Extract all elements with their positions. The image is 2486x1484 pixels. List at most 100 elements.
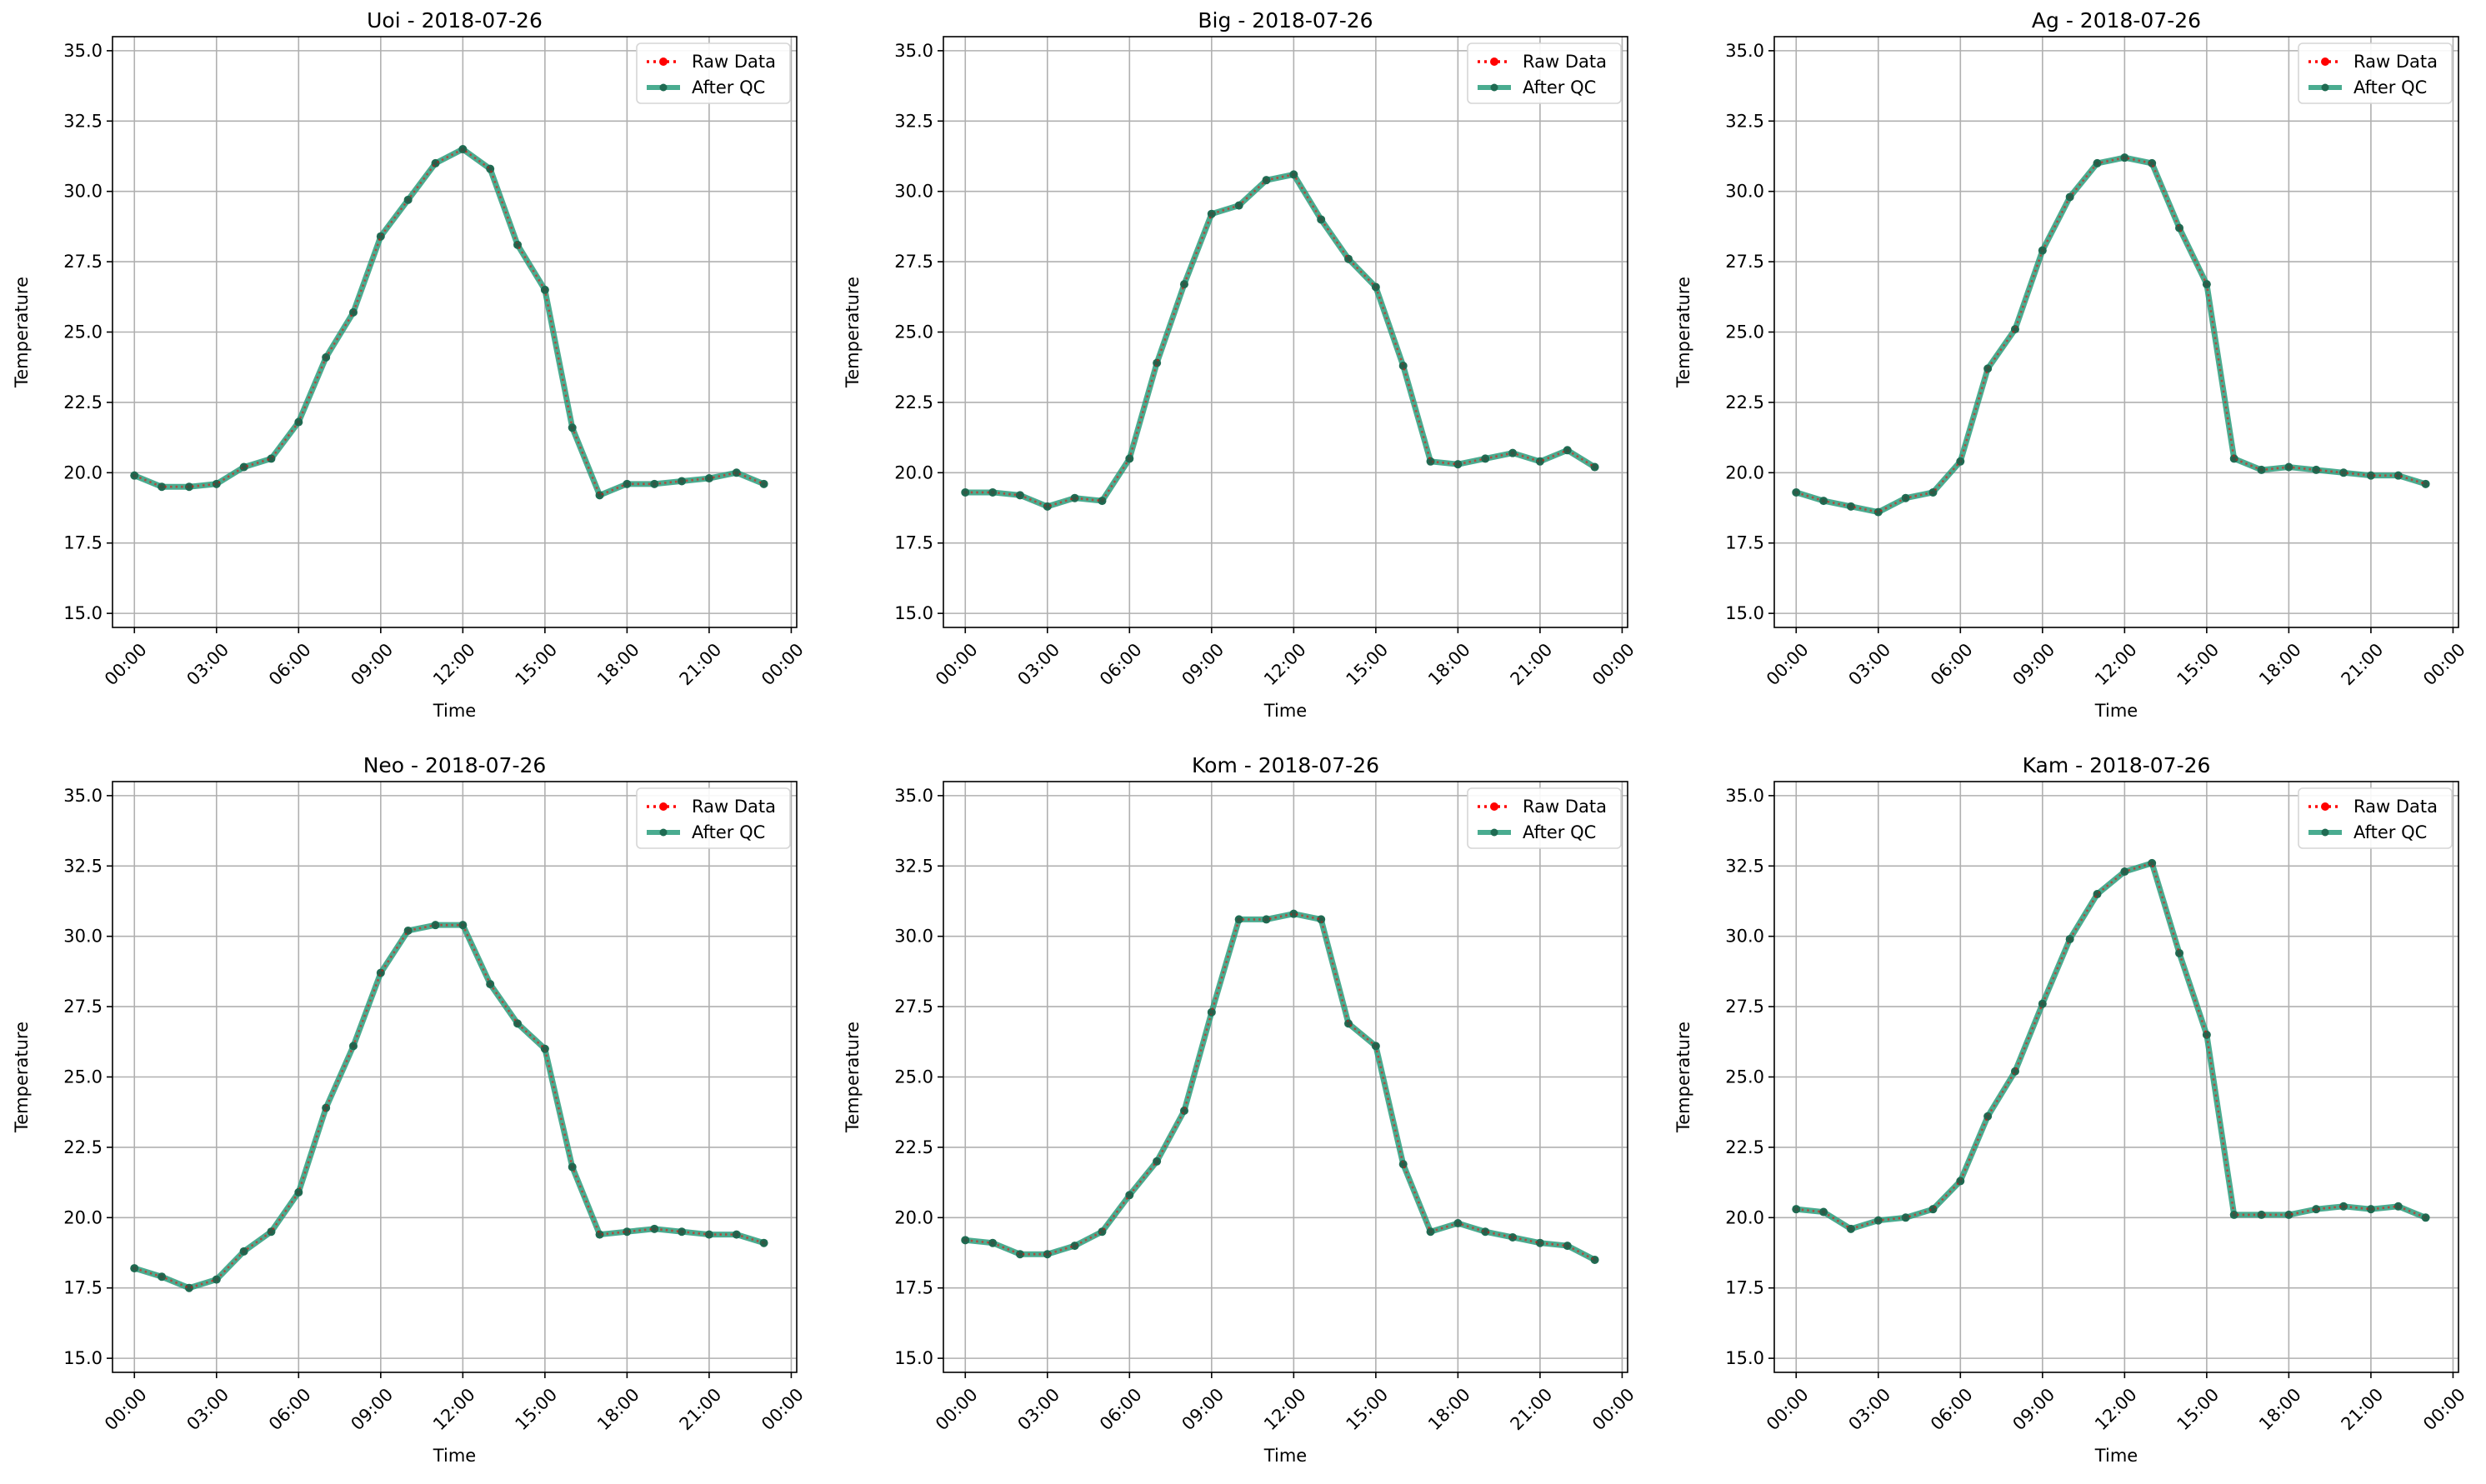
data-point-raw-data [242, 464, 247, 470]
x-tick-label: 21:00 [1507, 639, 1557, 689]
data-point-raw-data [2040, 1002, 2045, 1007]
data-point-raw-data [1154, 1159, 1159, 1164]
subplot: 15.0 17.5 20.0 22.5 25.0 27.5 30.0 32.5 35.0 00:0… [843, 8, 1638, 721]
x-tick-label: 18:00 [593, 1384, 643, 1434]
y-tick-label: 32.5 [63, 111, 103, 131]
y-tick-label: 27.5 [1725, 252, 1764, 272]
subplot: 15.0 17.5 20.0 22.5 25.0 27.5 30.0 32.5 35.0 00:0… [12, 753, 808, 1466]
axes-frame [1773, 36, 2459, 628]
data-point-raw-data [2368, 473, 2373, 478]
legend-label-after-qc: After QC [2353, 77, 2427, 97]
series-line-raw-data [133, 923, 764, 1290]
legend: Raw Data After QC [1467, 787, 1622, 849]
data-point-raw-data [2204, 282, 2209, 287]
x-tick-label: 12:00 [429, 1384, 479, 1434]
data-point-raw-data [2258, 467, 2264, 472]
legend-marker-after-qc [659, 83, 668, 92]
data-point-raw-data [1346, 257, 1351, 262]
legend-marker-after-qc [1490, 828, 1498, 837]
data-point-raw-data [406, 197, 411, 202]
data-point-raw-data [761, 1241, 767, 1246]
axes-frame [112, 781, 798, 1373]
data-point-raw-data [460, 922, 465, 927]
y-tick-label: 22.5 [1725, 392, 1764, 412]
y-tick-label: 22.5 [894, 1137, 933, 1157]
data-point-raw-data [1903, 496, 1908, 501]
y-tick-label: 15.0 [894, 1348, 933, 1368]
data-point-raw-data [1821, 498, 1826, 503]
data-point-raw-data [1045, 1252, 1050, 1257]
y-tick-label: 17.5 [1725, 1278, 1764, 1298]
data-point-raw-data [1401, 1162, 1406, 1167]
data-point-raw-data [1930, 1207, 1936, 1212]
data-point-raw-data [1237, 202, 1242, 208]
data-point-raw-data [1483, 1229, 1488, 1234]
x-tick-label: 12:00 [429, 639, 479, 689]
x-axis-label: Time [1263, 1446, 1307, 1466]
legend-label-raw-data: Raw Data [2353, 797, 2438, 817]
data-point-raw-data [2040, 247, 2045, 253]
data-point-raw-data [1373, 1043, 1378, 1048]
data-point-raw-data [990, 490, 995, 495]
data-point-raw-data [296, 1190, 301, 1195]
x-tick-label: 15:00 [1343, 1384, 1393, 1434]
y-tick-label: 15.0 [894, 603, 933, 623]
x-tick-label: 00:00 [932, 1384, 982, 1434]
data-point-raw-data [214, 1277, 219, 1282]
data-point-raw-data [1958, 459, 1963, 464]
subplot: 15.0 17.5 20.0 22.5 25.0 27.5 30.0 32.5 35.0 00:0… [12, 8, 808, 721]
data-point-raw-data [406, 928, 411, 933]
data-point-raw-data [1127, 1192, 1132, 1197]
x-tick-label: 12:00 [1260, 639, 1310, 689]
subplot: 15.0 17.5 20.0 22.5 25.0 27.5 30.0 32.5 35.0 00:0… [1673, 8, 2469, 721]
data-point-raw-data [2013, 1069, 2018, 1074]
x-tick-label: 00:00 [2419, 639, 2469, 689]
y-tick-label: 32.5 [63, 856, 103, 876]
x-tick-label: 03:00 [183, 639, 233, 689]
y-tick-label: 17.5 [894, 1278, 933, 1298]
legend-marker-raw-data [1490, 802, 1498, 811]
y-tick-label: 15.0 [1725, 603, 1764, 623]
data-point-raw-data [1291, 172, 1296, 177]
legend-marker-raw-data [1490, 57, 1498, 66]
legend-label-raw-data: Raw Data [1523, 797, 1607, 817]
data-point-raw-data [1401, 363, 1406, 368]
data-point-raw-data [433, 922, 438, 927]
x-axis-label: Time [433, 1446, 476, 1466]
data-point-raw-data [2286, 1212, 2291, 1217]
data-point-raw-data [378, 234, 383, 239]
data-point-raw-data [1538, 459, 1543, 464]
data-point-raw-data [2396, 473, 2401, 478]
y-tick-label: 25.0 [1725, 1067, 1764, 1087]
chart-title: Neo - 2018-07-26 [363, 753, 547, 777]
x-tick-label: 06:00 [1927, 639, 1977, 689]
y-axis-label: Temperature [12, 277, 32, 388]
legend-marker-after-qc [2321, 83, 2329, 92]
data-point-raw-data [1209, 212, 1214, 217]
x-tick-label: 21:00 [1507, 1384, 1557, 1434]
x-tick-label: 00:00 [932, 639, 982, 689]
data-point-raw-data [2122, 155, 2127, 160]
legend: Raw Data After QC [1467, 42, 1622, 104]
x-tick-label: 00:00 [1763, 639, 1813, 689]
x-tick-label: 03:00 [1013, 1384, 1063, 1434]
data-point-raw-data [1876, 1218, 1881, 1223]
y-tick-label: 15.0 [1725, 1348, 1764, 1368]
data-point-raw-data [1793, 490, 1798, 495]
data-point-raw-data [761, 482, 767, 487]
y-axis-label: Temperature [12, 1022, 32, 1133]
x-axis-label: Time [433, 701, 476, 721]
y-tick-label: 35.0 [894, 786, 933, 806]
data-point-raw-data [132, 473, 137, 478]
legend-marker-after-qc [1490, 83, 1498, 92]
y-axis-label: Temperature [1673, 1022, 1693, 1133]
x-tick-label: 00:00 [758, 639, 808, 689]
y-tick-label: 25.0 [894, 322, 933, 342]
x-tick-label: 15:00 [1343, 639, 1393, 689]
data-point-raw-data [1821, 1209, 1826, 1215]
data-point-raw-data [1263, 917, 1269, 922]
data-point-raw-data [543, 1047, 548, 1052]
data-point-raw-data [159, 1274, 164, 1279]
x-tick-label: 09:00 [347, 639, 397, 689]
x-tick-label: 15:00 [512, 1384, 562, 1434]
